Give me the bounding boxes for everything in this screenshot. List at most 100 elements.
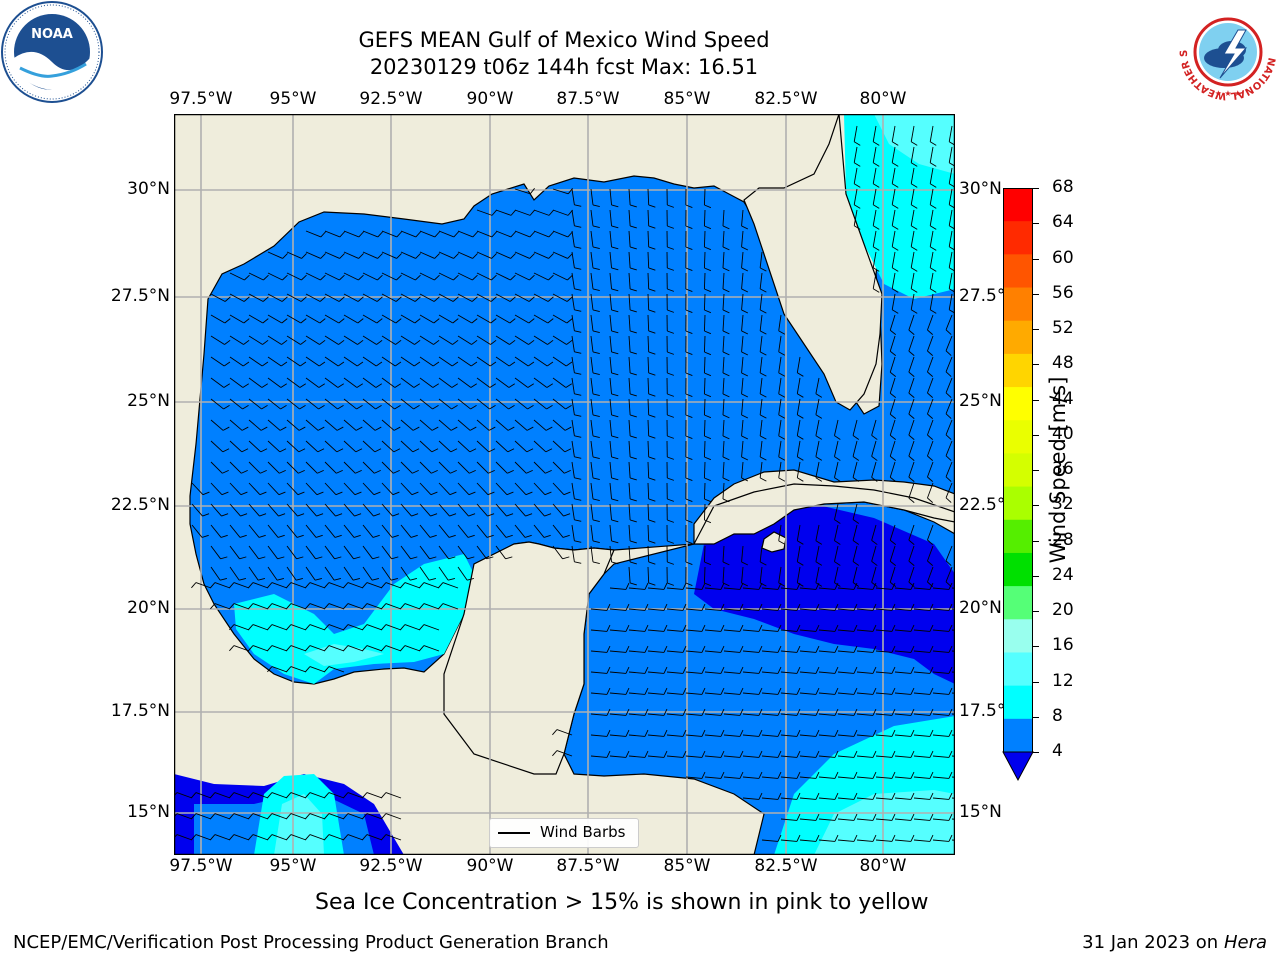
wind-barb	[248, 272, 269, 281]
wind-barb	[590, 750, 611, 758]
wind-barb	[778, 566, 786, 587]
wind-barb	[381, 813, 402, 820]
wind-barb	[590, 419, 600, 438]
wind-barb	[932, 624, 953, 632]
wind-barb	[324, 356, 345, 367]
wind-barb	[818, 834, 839, 842]
wind-barb	[324, 251, 345, 259]
wind-barb	[267, 524, 285, 538]
wind-barb	[932, 792, 953, 800]
wind-barb	[685, 603, 706, 611]
wind-barb	[362, 461, 381, 474]
wind-barb	[741, 377, 749, 398]
wind-barb	[799, 792, 820, 800]
wind-barb	[286, 834, 307, 841]
wind-barb	[759, 440, 767, 461]
wind-barb	[780, 645, 801, 653]
wind-barb	[324, 272, 345, 281]
wind-barb	[722, 209, 730, 230]
wind-barb	[552, 750, 573, 757]
wind-barb	[552, 524, 570, 538]
wind-barb	[723, 708, 744, 716]
wind-barb	[210, 524, 228, 538]
wind-barb	[571, 503, 582, 522]
wind-barb	[590, 272, 600, 291]
sea-ice-subtitle: Sea Ice Concentration > 15% is shown in …	[315, 890, 929, 915]
wind-barb	[647, 377, 656, 397]
wind-barb	[457, 482, 476, 496]
wind-barb	[628, 666, 649, 674]
wind-barb	[343, 314, 364, 324]
wind-barb	[910, 230, 918, 251]
wind-barb	[778, 524, 786, 545]
wind-barb	[818, 729, 839, 737]
wind-barb	[913, 771, 934, 779]
wind-barb	[945, 398, 953, 419]
wind-barb	[495, 251, 516, 259]
wind-barb	[722, 461, 730, 482]
wind-barbs-legend: Wind Barbs	[489, 818, 639, 848]
wind-barb	[818, 792, 839, 800]
wind-barb	[927, 419, 934, 440]
wind-barb	[913, 645, 934, 653]
wind-barb	[476, 524, 494, 538]
wind-barb	[457, 314, 478, 324]
wind-barb	[286, 503, 305, 517]
wind-barb	[628, 398, 637, 418]
wind-barb	[704, 687, 725, 695]
wind-barb	[742, 603, 763, 611]
wind-barb	[894, 792, 915, 800]
wind-barb	[741, 251, 749, 272]
wind-barb	[628, 461, 637, 481]
wind-barb	[476, 398, 496, 410]
wind-barb	[324, 645, 345, 652]
wind-barb	[343, 482, 362, 496]
wind-barb	[400, 582, 421, 589]
wind-barb	[419, 419, 439, 431]
wind-barb	[666, 461, 675, 481]
wind-barb	[929, 272, 937, 293]
wind-barb	[533, 356, 554, 367]
wind-barb	[419, 566, 437, 581]
wind-barb	[609, 624, 630, 632]
wind-barb	[856, 582, 877, 590]
wind-barb	[324, 566, 342, 581]
wind-barb	[381, 461, 400, 474]
wind-barb	[495, 482, 514, 496]
wind-barb	[703, 272, 712, 293]
wind-barb	[932, 666, 953, 674]
wind-barb	[761, 624, 782, 632]
wind-barb	[438, 419, 458, 431]
wind-barb	[210, 813, 231, 820]
wind-barb	[685, 398, 693, 418]
wind-barb	[286, 582, 307, 589]
wind-barb	[590, 729, 611, 737]
wind-barb	[248, 503, 267, 517]
wind-barb	[495, 356, 516, 367]
wind-barb	[891, 251, 899, 272]
florida-land	[743, 114, 883, 411]
wind-barb	[875, 666, 896, 674]
colorbar-swatch	[1003, 652, 1033, 687]
wind-barb	[533, 524, 551, 538]
wind-barb	[889, 419, 897, 440]
wind-barb	[305, 440, 325, 453]
wind-barb	[647, 293, 656, 313]
wind-barb	[628, 624, 649, 632]
wind-barb	[818, 771, 839, 779]
wind-barb	[571, 293, 582, 312]
wind-barb	[267, 503, 286, 517]
wind-barb	[381, 440, 401, 453]
wind-barb	[400, 314, 421, 324]
wind-barb	[780, 834, 801, 842]
wind-barb	[267, 314, 288, 324]
wind-barb	[704, 666, 725, 674]
wind-barb	[305, 230, 326, 238]
wind-barb	[856, 729, 877, 737]
wind-barb	[248, 314, 269, 324]
wind-barb	[815, 440, 823, 461]
wind-barb	[305, 398, 325, 410]
wind-barb	[286, 272, 307, 281]
wind-barb	[438, 545, 456, 560]
wind-barb	[722, 440, 730, 461]
